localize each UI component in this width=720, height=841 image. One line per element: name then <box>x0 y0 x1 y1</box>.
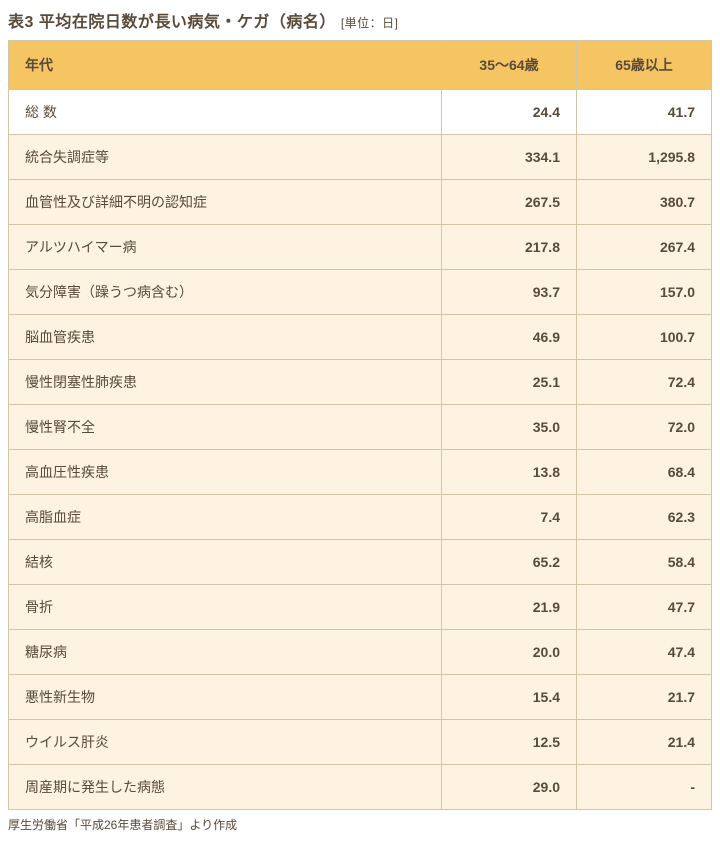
row-value-col1: 29.0 <box>442 765 577 810</box>
row-value-col1: 267.5 <box>442 180 577 225</box>
table-row: 周産期に発生した病態29.0- <box>9 765 712 810</box>
row-value-col2: 47.4 <box>577 630 712 675</box>
row-label: 骨折 <box>9 585 442 630</box>
row-value-col2: 21.7 <box>577 675 712 720</box>
row-label: 周産期に発生した病態 <box>9 765 442 810</box>
table-row: ウイルス肝炎12.521.4 <box>9 720 712 765</box>
row-label: 悪性新生物 <box>9 675 442 720</box>
table-row: 骨折21.947.7 <box>9 585 712 630</box>
row-value-col2: 47.7 <box>577 585 712 630</box>
row-value-col2: 100.7 <box>577 315 712 360</box>
header-col2: 65歳以上 <box>577 41 712 90</box>
header-col1: 35〜64歳 <box>442 41 577 90</box>
table-body: 総 数24.441.7統合失調症等334.11,295.8血管性及び詳細不明の認… <box>9 90 712 810</box>
row-value-col1: 25.1 <box>442 360 577 405</box>
table-row: アルツハイマー病217.8267.4 <box>9 225 712 270</box>
row-label: 高脂血症 <box>9 495 442 540</box>
row-value-col2: 157.0 <box>577 270 712 315</box>
title-unit: [単位：日] <box>341 16 399 30</box>
row-value-col1: 217.8 <box>442 225 577 270</box>
row-value-col1: 24.4 <box>442 90 577 135</box>
row-label: 慢性腎不全 <box>9 405 442 450</box>
row-value-col2: 41.7 <box>577 90 712 135</box>
header-row: 年代 35〜64歳 65歳以上 <box>9 41 712 90</box>
title-main: 平均在院日数が長い病気・ケガ（病名） <box>39 14 336 31</box>
data-table: 年代 35〜64歳 65歳以上 総 数24.441.7統合失調症等334.11,… <box>8 40 712 810</box>
table-row: 慢性腎不全35.072.0 <box>9 405 712 450</box>
row-value-col1: 15.4 <box>442 675 577 720</box>
row-value-col2: - <box>577 765 712 810</box>
row-value-col2: 62.3 <box>577 495 712 540</box>
row-value-col1: 13.8 <box>442 450 577 495</box>
table-row: 脳血管疾患46.9100.7 <box>9 315 712 360</box>
table-row: 総 数24.441.7 <box>9 90 712 135</box>
row-value-col1: 12.5 <box>442 720 577 765</box>
row-value-col2: 58.4 <box>577 540 712 585</box>
table-title: 表3 平均在院日数が長い病気・ケガ（病名） [単位：日] <box>8 8 712 32</box>
row-label: 総 数 <box>9 90 442 135</box>
table-row: 悪性新生物15.421.7 <box>9 675 712 720</box>
row-label: 脳血管疾患 <box>9 315 442 360</box>
row-value-col1: 93.7 <box>442 270 577 315</box>
row-label: ウイルス肝炎 <box>9 720 442 765</box>
source-note: 厚生労働省「平成26年患者調査」より作成 <box>8 816 712 833</box>
row-label: アルツハイマー病 <box>9 225 442 270</box>
row-label: 糖尿病 <box>9 630 442 675</box>
header-label: 年代 <box>9 41 442 90</box>
row-label: 気分障害（躁うつ病含む） <box>9 270 442 315</box>
row-value-col2: 72.0 <box>577 405 712 450</box>
row-value-col2: 21.4 <box>577 720 712 765</box>
table-row: 高脂血症7.462.3 <box>9 495 712 540</box>
row-value-col1: 334.1 <box>442 135 577 180</box>
table-row: 統合失調症等334.11,295.8 <box>9 135 712 180</box>
row-value-col2: 380.7 <box>577 180 712 225</box>
table-row: 結核65.258.4 <box>9 540 712 585</box>
row-value-col2: 267.4 <box>577 225 712 270</box>
row-value-col1: 35.0 <box>442 405 577 450</box>
row-label: 慢性閉塞性肺疾患 <box>9 360 442 405</box>
table-row: 気分障害（躁うつ病含む）93.7157.0 <box>9 270 712 315</box>
table-row: 血管性及び詳細不明の認知症267.5380.7 <box>9 180 712 225</box>
table-row: 糖尿病20.047.4 <box>9 630 712 675</box>
row-value-col1: 21.9 <box>442 585 577 630</box>
row-value-col1: 65.2 <box>442 540 577 585</box>
row-label: 統合失調症等 <box>9 135 442 180</box>
table-row: 慢性閉塞性肺疾患25.172.4 <box>9 360 712 405</box>
row-label: 血管性及び詳細不明の認知症 <box>9 180 442 225</box>
row-value-col2: 1,295.8 <box>577 135 712 180</box>
row-label: 結核 <box>9 540 442 585</box>
row-label: 高血圧性疾患 <box>9 450 442 495</box>
table-row: 高血圧性疾患13.868.4 <box>9 450 712 495</box>
title-prefix: 表3 <box>8 14 34 31</box>
row-value-col2: 72.4 <box>577 360 712 405</box>
row-value-col2: 68.4 <box>577 450 712 495</box>
row-value-col1: 7.4 <box>442 495 577 540</box>
row-value-col1: 46.9 <box>442 315 577 360</box>
row-value-col1: 20.0 <box>442 630 577 675</box>
